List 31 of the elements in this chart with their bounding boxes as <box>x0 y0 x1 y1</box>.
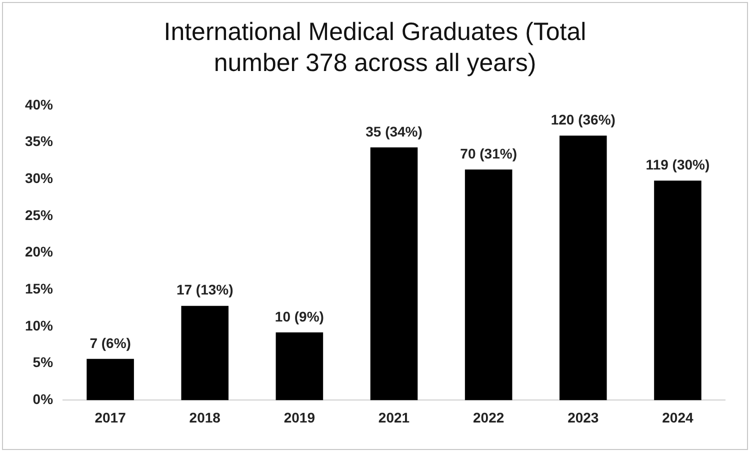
y-tick-label: 0% <box>32 391 54 408</box>
y-tick-label: 30% <box>24 170 54 186</box>
y-tick-label: 40% <box>24 96 54 112</box>
chart-title: International Medical Graduates (Total number 378 across all years) <box>162 17 588 79</box>
data-label: 120 (36%) <box>550 111 616 128</box>
data-label: 119 (30%) <box>646 156 710 172</box>
x-tick-label: 2023 <box>568 409 599 426</box>
data-label: 70 (31%) <box>460 145 517 162</box>
bar <box>370 147 418 400</box>
bar <box>464 170 512 400</box>
data-label: 35 (34%) <box>366 123 422 140</box>
data-label: 17 (13%) <box>176 282 234 298</box>
y-tick-label: 15% <box>24 280 54 297</box>
y-tick-label: 20% <box>24 244 54 260</box>
data-label: 10 (9%) <box>274 308 324 324</box>
x-tick-label: 2024 <box>662 409 694 426</box>
bar <box>86 358 134 400</box>
y-tick-label: 5% <box>32 354 54 370</box>
y-tick-label: 35% <box>24 133 54 150</box>
bar <box>654 180 702 400</box>
y-tick-label: 25% <box>24 206 54 223</box>
x-tick-label: 2021 <box>378 409 410 426</box>
x-tick-label: 2019 <box>284 409 316 426</box>
y-tick-label: 10% <box>24 317 54 334</box>
x-tick-label: 2017 <box>94 409 126 426</box>
x-tick-label: 2018 <box>189 409 221 426</box>
bar <box>181 306 229 400</box>
bar <box>276 332 324 400</box>
x-tick-label: 2022 <box>473 409 504 426</box>
data-label: 7 (6%) <box>90 334 131 351</box>
bar <box>560 136 607 400</box>
